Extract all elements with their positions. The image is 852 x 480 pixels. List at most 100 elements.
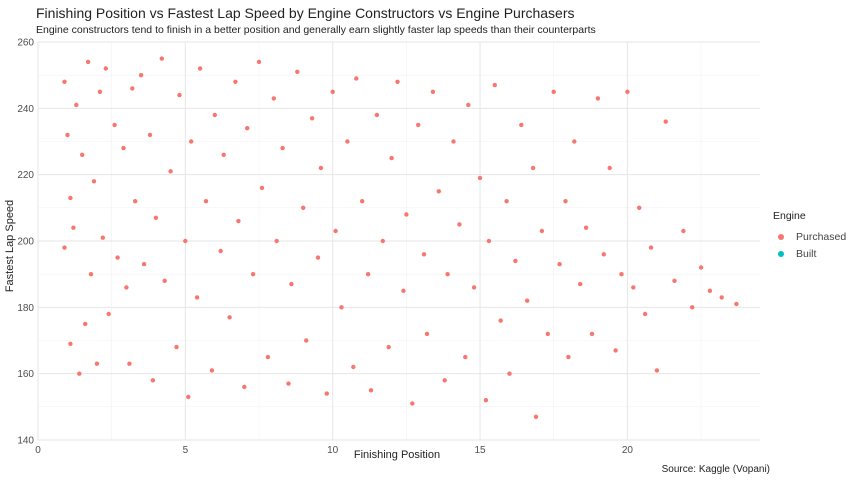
data-point — [74, 102, 79, 108]
data-point — [103, 66, 109, 71]
data-point — [631, 285, 636, 290]
data-point — [389, 155, 394, 161]
data-point — [354, 76, 359, 81]
data-point — [77, 371, 82, 376]
data-point — [130, 86, 135, 91]
data-point — [212, 112, 217, 118]
data-point — [133, 199, 138, 204]
y-tick-label: 140 — [17, 436, 34, 447]
data-point — [380, 238, 385, 244]
data-point — [127, 361, 132, 366]
data-point — [351, 364, 356, 370]
data-point — [421, 252, 427, 257]
legend-label-built: Built — [796, 247, 817, 260]
data-point — [707, 288, 713, 293]
data-point — [339, 305, 344, 310]
data-point — [159, 56, 164, 61]
legend-key-purchased — [778, 233, 784, 240]
data-point — [330, 89, 335, 95]
data-point — [153, 215, 159, 220]
data-point — [147, 132, 153, 138]
data-point — [533, 414, 539, 419]
data-point — [174, 344, 179, 350]
x-tick-label: 5 — [183, 445, 189, 456]
data-point — [197, 66, 203, 71]
data-point — [245, 126, 250, 131]
data-point — [483, 398, 489, 403]
chart-caption: Source: Kaggle (Vopani) — [661, 464, 770, 475]
data-point — [256, 59, 262, 65]
data-point — [97, 89, 103, 95]
data-point — [368, 388, 374, 393]
y-tick-label: 240 — [17, 104, 34, 115]
data-point — [280, 145, 285, 151]
data-point — [557, 262, 562, 267]
data-point — [607, 165, 612, 171]
data-point — [62, 245, 67, 250]
data-point — [578, 281, 583, 287]
data-point — [613, 348, 618, 353]
data-point — [471, 285, 477, 290]
data-point — [295, 69, 300, 75]
data-point — [318, 165, 324, 171]
data-point — [80, 152, 85, 157]
legend-item-purchased: Purchased — [773, 228, 846, 245]
chart-subtitle: Engine constructors tend to finish in a … — [36, 24, 596, 36]
data-point — [734, 301, 739, 307]
data-point — [539, 228, 545, 234]
data-point — [463, 354, 468, 360]
data-point — [401, 288, 406, 293]
x-tick-label: 10 — [327, 445, 339, 456]
data-point — [374, 112, 380, 118]
y-tick-label: 180 — [17, 303, 34, 314]
data-point — [451, 139, 456, 144]
data-point — [498, 318, 503, 323]
x-axis-label: Finishing Position — [354, 449, 440, 461]
grid-lines — [37, 41, 760, 441]
data-point — [65, 132, 70, 138]
data-point — [365, 272, 371, 277]
data-point — [91, 179, 97, 184]
data-point — [121, 145, 126, 151]
data-point — [572, 139, 577, 144]
data-point — [654, 368, 660, 373]
data-point — [286, 381, 291, 386]
data-point — [672, 278, 677, 283]
data-point — [404, 212, 409, 217]
data-point — [601, 252, 606, 257]
data-point — [124, 285, 129, 290]
data-point — [71, 225, 76, 230]
data-point — [227, 315, 232, 320]
data-point — [436, 189, 441, 194]
data-point — [88, 272, 94, 277]
data-point — [719, 295, 724, 300]
data-point — [513, 258, 518, 264]
data-point — [395, 79, 400, 85]
y-tick-label: 160 — [17, 369, 34, 380]
data-point — [138, 73, 144, 78]
legend-label-purchased: Purchased — [796, 230, 847, 243]
data-point — [203, 199, 209, 204]
chart-title: Finishing Position vs Fastest Lap Speed … — [36, 5, 575, 21]
data-point — [333, 228, 338, 234]
data-point — [221, 152, 226, 157]
data-point — [115, 255, 120, 260]
data-point — [304, 338, 309, 343]
data-point — [183, 238, 188, 244]
data-point — [545, 331, 550, 337]
data-point — [259, 185, 265, 191]
data-point — [698, 265, 704, 270]
data-point — [194, 295, 200, 300]
data-point — [566, 354, 571, 360]
legend: Engine Purchased Built — [773, 210, 846, 262]
data-point — [265, 354, 271, 360]
data-point — [289, 281, 294, 287]
data-point — [85, 59, 91, 65]
data-point — [218, 248, 223, 254]
data-point — [681, 228, 686, 234]
data-point — [150, 378, 156, 383]
y-axis-label: Fastest Lap Speed — [4, 200, 16, 292]
data-point — [68, 195, 73, 201]
data-point — [442, 378, 447, 383]
data-point — [583, 225, 589, 230]
